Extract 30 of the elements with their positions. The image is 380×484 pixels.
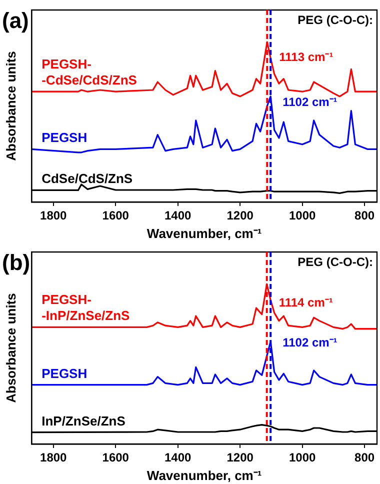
x-tick-label: 800 — [354, 450, 375, 465]
series-label: PEGSH- -CdSe/CdS/ZnS — [42, 56, 138, 88]
x-tick-label: 1400 — [164, 450, 192, 465]
x-tick-label: 800 — [354, 208, 375, 223]
annotation: 1102 cm⁻¹ — [282, 335, 338, 350]
series-label: PEGSH- -InP/ZnSe/ZnS — [42, 292, 130, 324]
chart-title: (b) — [2, 250, 30, 275]
x-tick-label: 1400 — [164, 208, 192, 223]
text: PEG (C-O-C): — [298, 13, 373, 27]
series-label: PEGSH — [42, 130, 88, 146]
y-axis-title: Absorbance units — [3, 51, 18, 161]
x-tick-label: 1200 — [226, 450, 254, 465]
x-tick-label: 1000 — [288, 450, 316, 465]
text: PEG (C-O-C): — [298, 255, 373, 269]
x-tick-label: 1600 — [102, 208, 130, 223]
series-label: PEGSH — [42, 366, 88, 381]
x-tick-label: 1200 — [226, 208, 254, 223]
series-label: CdSe/CdS/ZnS — [42, 171, 133, 186]
x-tick-label: 1000 — [288, 208, 316, 223]
x-tick-label: 1800 — [40, 208, 68, 223]
x-tick-label: 1800 — [40, 450, 68, 465]
x-axis-title: Wavenumber, cm⁻¹ — [146, 468, 262, 483]
chart-title: (a) — [2, 8, 29, 33]
annotation: 1114 cm⁻¹ — [278, 295, 333, 310]
series-label: InP/ZnSe/ZnS — [42, 413, 126, 428]
annotation: 1113 cm⁻¹ — [279, 50, 334, 64]
x-tick-label: 1600 — [102, 450, 130, 465]
annotation: 1102 cm⁻¹ — [282, 95, 338, 109]
x-axis-title: Wavenumber, cm⁻¹ — [146, 226, 262, 241]
y-axis-title: Absorbance units — [3, 293, 18, 403]
